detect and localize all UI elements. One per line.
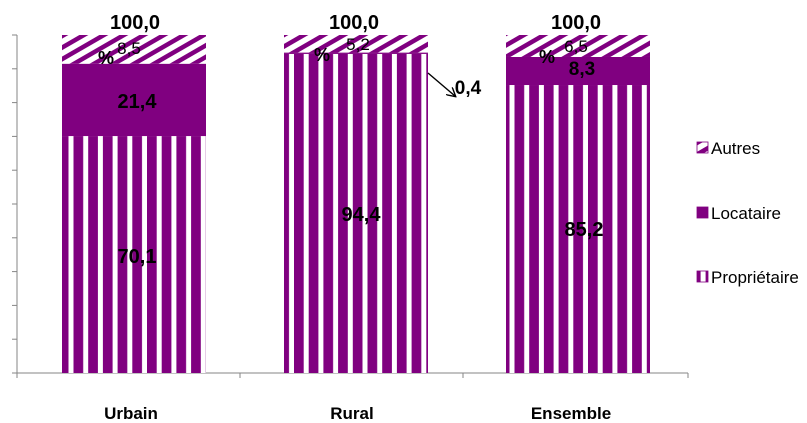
bar-segment-autres-urbain [62,35,206,64]
data-label-locataire-rural: 0,4 [455,78,482,99]
category-label-rural: Rural [330,404,373,423]
bar-segment-propritaire-urbain [62,136,206,373]
data-label-autres-ensemble: 6,5 [564,37,588,56]
bar-segment-locataire-urbain [62,63,206,137]
legend-label-propritaire: Propriétaire [711,268,799,287]
percent-mark-rural: % [314,45,330,65]
bar-segment-propritaire-ensemble [506,85,650,374]
legend-label-locataire: Locataire [711,204,781,223]
data-label-propritaire-rural: 94,4 [342,204,382,226]
bar-segment-locataire-ensemble [506,56,650,86]
bar-segment-locataire-rural [284,52,428,54]
leader-arrow [427,72,455,96]
legend-swatch-propritaire [696,270,709,283]
legend-swatch-autres [696,141,709,154]
total-label-urbain: 100,0 [110,12,160,34]
data-label-locataire-ensemble: 8,3 [569,59,595,80]
bar-segment-autres-ensemble [506,35,650,57]
legend-swatch-locataire [696,206,709,219]
category-label-urbain: Urbain [104,404,158,423]
category-label-ensemble: Ensemble [531,404,611,423]
data-label-autres-rural: 5,2 [346,35,370,54]
total-label-ensemble: 100,0 [551,12,601,34]
data-label-propritaire-ensemble: 85,2 [565,219,604,241]
total-label-rural: 100,0 [329,12,379,34]
data-label-locataire-urbain: 21,4 [118,91,158,113]
legend-label-autres: Autres [711,139,760,158]
labels-layer: Urbain Rural Ensemble 70,1 94,4 85,2 21,4 0,4 8,… [98,12,611,423]
legend: Autres Locataire Propriétaire [696,139,799,287]
bar-segment-autres-rural [284,35,428,53]
percent-mark-urbain: % [98,48,114,68]
bar-segment-propritaire-rural [284,53,428,373]
data-label-autres-urbain: 8,5 [117,39,141,58]
percent-mark-ensemble: % [539,47,555,67]
data-label-propritaire-urbain: 70,1 [118,246,157,268]
bars-layer [62,35,650,374]
